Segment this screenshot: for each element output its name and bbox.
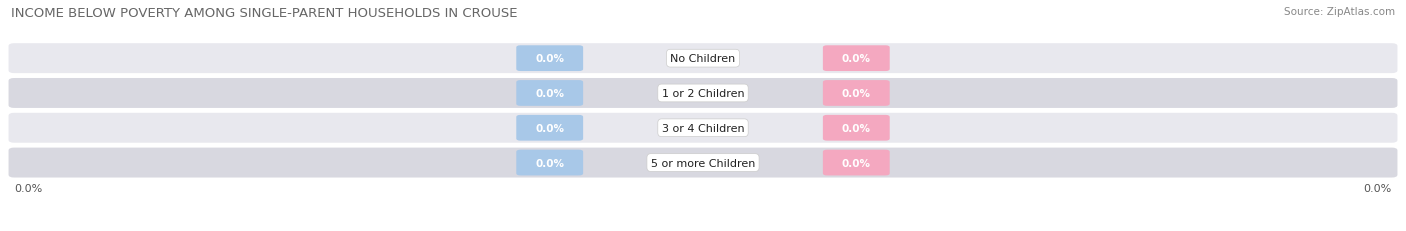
Text: 0.0%: 0.0% <box>536 88 564 99</box>
Text: 0.0%: 0.0% <box>1364 183 1392 193</box>
FancyBboxPatch shape <box>8 44 1398 74</box>
Text: 0.0%: 0.0% <box>842 123 870 133</box>
Text: 3 or 4 Children: 3 or 4 Children <box>662 123 744 133</box>
FancyBboxPatch shape <box>8 79 1398 109</box>
Text: 0.0%: 0.0% <box>536 123 564 133</box>
Text: 0.0%: 0.0% <box>842 158 870 168</box>
FancyBboxPatch shape <box>823 81 890 106</box>
FancyBboxPatch shape <box>516 150 583 176</box>
Text: 0.0%: 0.0% <box>536 158 564 168</box>
Text: 0.0%: 0.0% <box>842 88 870 99</box>
Text: 1 or 2 Children: 1 or 2 Children <box>662 88 744 99</box>
FancyBboxPatch shape <box>8 148 1398 178</box>
Text: 0.0%: 0.0% <box>842 54 870 64</box>
FancyBboxPatch shape <box>516 81 583 106</box>
Text: INCOME BELOW POVERTY AMONG SINGLE-PARENT HOUSEHOLDS IN CROUSE: INCOME BELOW POVERTY AMONG SINGLE-PARENT… <box>11 7 517 20</box>
Text: 5 or more Children: 5 or more Children <box>651 158 755 168</box>
FancyBboxPatch shape <box>823 46 890 72</box>
FancyBboxPatch shape <box>8 113 1398 143</box>
FancyBboxPatch shape <box>823 116 890 141</box>
Text: 0.0%: 0.0% <box>536 54 564 64</box>
FancyBboxPatch shape <box>823 150 890 176</box>
Text: 0.0%: 0.0% <box>14 183 42 193</box>
FancyBboxPatch shape <box>516 116 583 141</box>
FancyBboxPatch shape <box>516 46 583 72</box>
Text: No Children: No Children <box>671 54 735 64</box>
Text: Source: ZipAtlas.com: Source: ZipAtlas.com <box>1284 7 1395 17</box>
